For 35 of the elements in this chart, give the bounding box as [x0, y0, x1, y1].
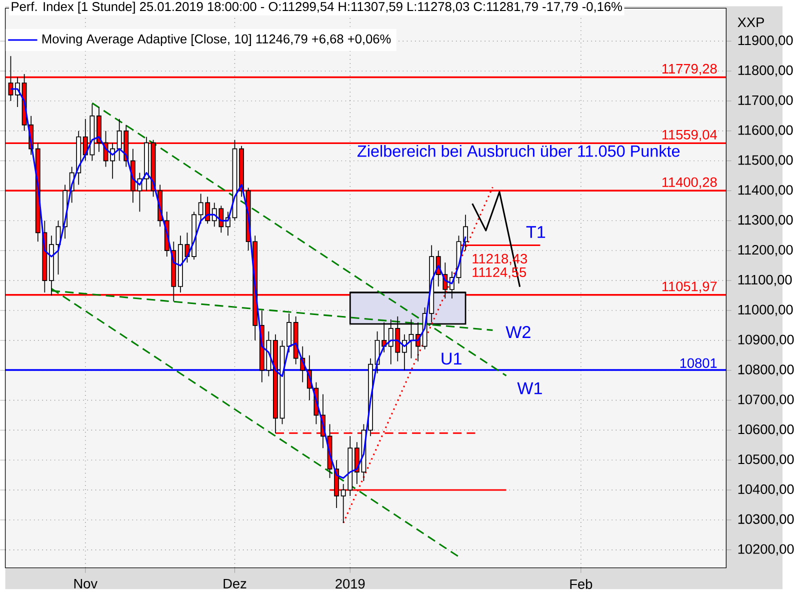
x-tick-label: Dez: [224, 579, 246, 589]
ref-line-label: 10801: [680, 358, 717, 368]
y-tick-label: 11400,00: [738, 185, 793, 197]
y-tick-label: 10900,00: [738, 334, 794, 346]
y-axis-title: XXP: [738, 18, 764, 28]
ref-line-label: 11779,28: [662, 64, 717, 76]
y-tick-label: 10800,00: [738, 364, 794, 376]
y-tick-label: 10300,00: [738, 514, 794, 526]
y-tick-label: 11000,00: [738, 304, 793, 316]
x-tick-label: 2019: [336, 579, 365, 589]
annotation: W1: [517, 382, 542, 394]
chart-title: Perf. Index [1 Stunde] 25.01.2019 18:00:00 - O:11299,54 H:11307,59 L:11278,03 C:11281,79 -17,79 -0,16%: [12, 2, 622, 14]
ref-line-label: 11559,04: [662, 130, 717, 142]
x-tick-label: Feb: [570, 579, 592, 590]
y-tick-label: 11700,00: [738, 95, 793, 107]
ref-line-label: 11051,97: [662, 282, 717, 293]
ref-line-label: 11400,28: [662, 177, 717, 189]
annotation: T1: [526, 226, 546, 238]
y-tick-label: 10200,00: [738, 544, 794, 556]
annotation: Zielbereich bei Ausbruch über 11.050 Punkte: [357, 145, 680, 158]
annotation: U1: [442, 352, 462, 365]
y-tick-label: 10600,00: [738, 424, 794, 436]
y-tick-label: 10700,00: [738, 394, 794, 406]
y-tick-label: 10400,00: [738, 484, 794, 496]
y-tick-label: 11100,00: [738, 275, 792, 286]
annotation: W2: [506, 326, 530, 338]
y-tick-label: 11600,00: [738, 125, 793, 137]
legend-label: Moving Average Adaptive [Close, 10] 11246,79 +6,68 +0,06%: [42, 34, 391, 46]
x-tick-label: Nov: [74, 579, 98, 589]
y-tick-label: 10500,00: [738, 454, 794, 466]
y-tick-label: 11800,00: [738, 66, 793, 77]
y-tick-label: 11300,00: [738, 215, 793, 226]
y-tick-label: 11900,00: [738, 36, 793, 47]
y-tick-label: 11500,00: [738, 155, 793, 167]
y-tick-label: 11200,00: [738, 245, 793, 256]
